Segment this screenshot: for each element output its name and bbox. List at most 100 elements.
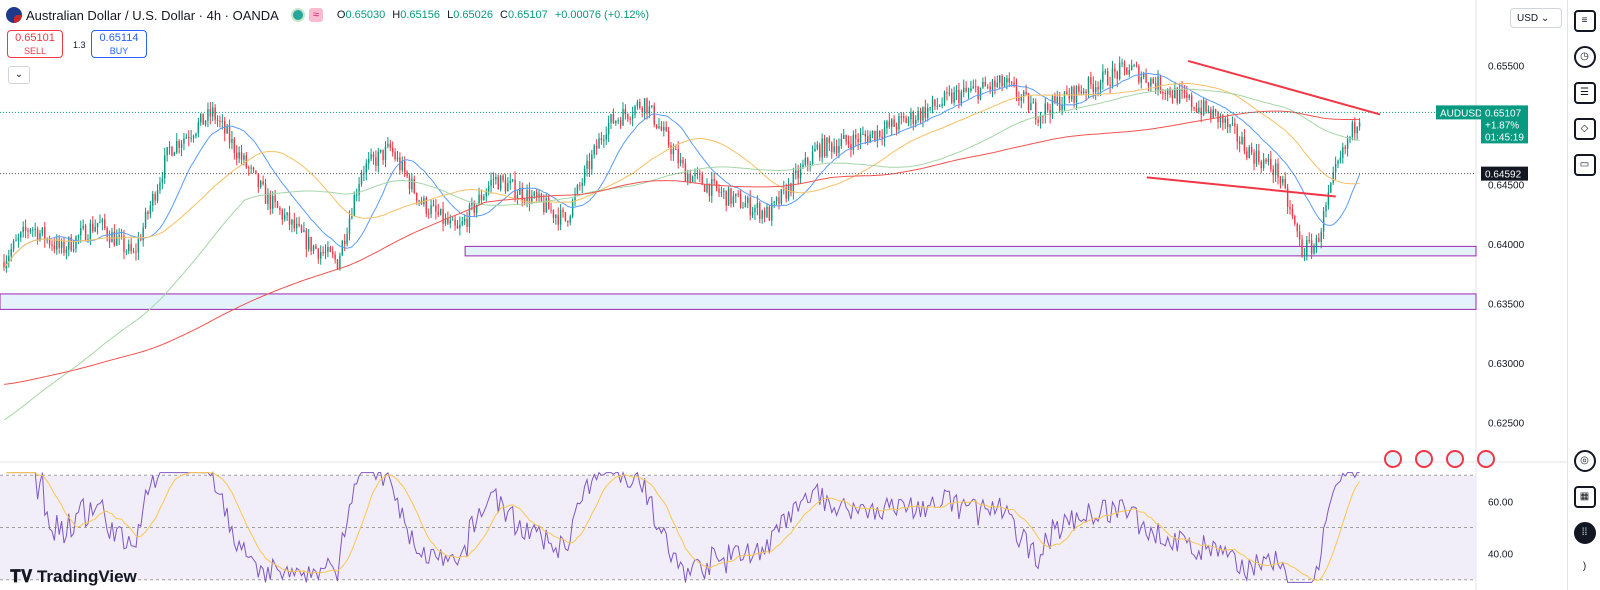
candle [552,209,555,218]
candle [660,126,663,131]
candle [1325,204,1327,212]
candle [1284,178,1286,188]
candle [1039,115,1042,123]
candle [152,193,154,206]
candle [1193,107,1195,109]
target-icon[interactable]: ◎ [1573,450,1596,472]
candle [1171,95,1174,99]
candle [965,87,967,92]
trendline [1146,176,1336,198]
candle [929,107,931,109]
candle [843,134,845,139]
candle [970,88,972,91]
candle [487,185,490,192]
candle [1291,209,1294,217]
event-flag-icon[interactable] [1384,450,1402,468]
candle [1034,102,1037,120]
candle [1342,147,1344,158]
candle [164,155,166,179]
candle [799,167,802,179]
candle [190,137,192,139]
candle [447,217,449,224]
candle [1092,84,1094,93]
candle [1176,88,1178,103]
candle [1015,85,1018,97]
candle [1236,126,1238,142]
candle [367,158,370,164]
candle [1138,66,1140,83]
candle [451,219,454,221]
candle [12,240,15,250]
collapse-legend-button[interactable]: ⌄ [8,66,30,84]
candle [319,252,322,259]
sell-button[interactable]: 0.65101 SELL [7,30,63,58]
candle [567,220,569,223]
watchlist-icon[interactable]: ≡ [1573,10,1596,32]
candle [804,157,807,165]
candle [303,230,305,232]
candle [1318,237,1320,242]
candle [286,212,288,216]
candle [1152,78,1154,84]
trendline [1187,59,1381,116]
candle [192,136,195,138]
candle [1272,169,1274,176]
candle [749,197,751,216]
candle [814,148,816,152]
event-flag-icon[interactable] [1477,450,1495,468]
alarm-clock-icon[interactable]: ◷ [1573,46,1596,68]
candle [1114,68,1116,72]
candle [583,168,586,183]
candle [77,235,80,237]
candle [879,130,881,137]
layers-icon[interactable]: ◇ [1573,118,1596,140]
candle [1351,122,1354,137]
candle [255,170,257,174]
signal-icon[interactable]: ) [1582,561,1587,572]
candle [576,185,579,194]
candle [396,157,399,160]
candle [293,219,296,229]
event-flag-icon[interactable] [1446,450,1464,468]
chat-icon[interactable]: ▭ [1573,154,1596,176]
candle [156,190,159,201]
candle [571,200,574,217]
candle [228,126,231,143]
sell-label: SELL [23,46,47,56]
candle [1116,71,1118,80]
candle [466,218,468,227]
grid-icon[interactable]: ⁞⁞ [1573,522,1596,544]
candle [70,237,72,251]
candle [1246,151,1248,159]
candle [677,149,679,164]
candle [490,179,492,186]
candle [3,261,5,269]
candle [991,80,994,90]
currency-select[interactable]: USD ⌄ [1510,8,1562,28]
news-icon[interactable]: ☰ [1573,82,1596,104]
candle [180,143,183,148]
candle [492,179,495,181]
candle [456,225,459,229]
candle [48,238,51,245]
candle [511,179,514,181]
candle [120,235,123,237]
candle [1162,92,1164,94]
candle [1085,91,1087,94]
candle [358,184,360,195]
buy-button[interactable]: 0.65114 BUY [91,30,147,58]
symbol-title[interactable]: Australian Dollar / U.S. Dollar · 4h · O… [26,7,279,23]
candle [1188,95,1190,98]
candle [1102,71,1104,83]
candle [1032,102,1035,104]
candle [27,230,29,232]
candle [461,221,463,225]
indicator-toggle-icon[interactable]: ≈ [308,8,323,22]
candle [123,236,125,252]
candle [341,240,344,256]
candle [1279,177,1282,183]
candle [1140,77,1142,83]
event-flag-icon[interactable] [1415,450,1433,468]
calendar-icon[interactable]: ▦ [1573,486,1596,508]
